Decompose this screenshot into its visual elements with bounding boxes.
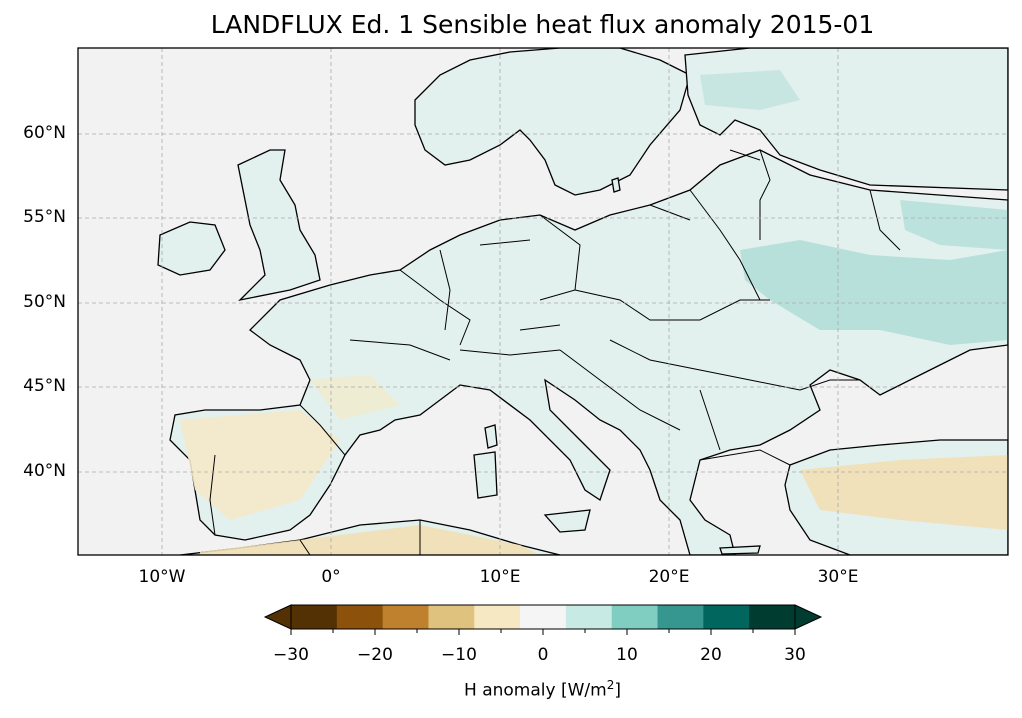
lon-tick-label: 0° [321, 567, 341, 587]
map-frame [77, 47, 1009, 556]
colorbar-segment [428, 605, 475, 629]
lat-tick-label: 50°N [23, 292, 66, 312]
country-borders [209, 149, 901, 555]
land-scandinavia [414, 48, 691, 196]
lon-tick-label: 30°E [817, 567, 859, 587]
colorbar-tick-label: 10 [616, 645, 638, 665]
anomaly-patch-spain [180, 410, 340, 520]
anomaly-patches [180, 70, 1008, 555]
gridlines [78, 48, 1008, 555]
anomaly-patch-finland [700, 70, 800, 110]
colorbar-label-prefix: H anomaly [W/m [464, 680, 607, 701]
land-corsica [484, 424, 498, 449]
land-sardinia [473, 451, 498, 499]
colorbar-tick-label: −20 [357, 645, 393, 665]
colorbar-tick-label: −30 [273, 645, 309, 665]
colorbar-label-suffix: ] [614, 680, 621, 701]
colorbar-segment [336, 605, 384, 629]
colorbar-segment [611, 605, 659, 629]
colorbar-segment [520, 605, 567, 629]
colorbar-extend-min [263, 604, 292, 630]
lat-tick-label: 45°N [23, 376, 66, 396]
anomaly-patch-east [740, 240, 1008, 345]
colorbar-segment [657, 605, 704, 629]
anomaly-patch-turkey [800, 455, 1008, 530]
colorbar-tick-label: −10 [441, 645, 477, 665]
colorbar-segment [474, 605, 521, 629]
lon-tick-label: 20°E [648, 567, 690, 587]
colorbar-segment [749, 605, 796, 629]
colorbar-tick-label: 0 [537, 645, 549, 665]
land-sicily [543, 509, 591, 533]
colorbar-segment [565, 605, 613, 629]
map-title: LANDFLUX Ed. 1 Sensible heat flux anomal… [210, 10, 875, 39]
colorbar-label-sup: 2 [606, 678, 615, 692]
lat-tick-label: 55°N [23, 207, 66, 227]
land-great-britain [237, 149, 321, 302]
lon-tick-label: 10°W [138, 567, 186, 587]
lat-tick-label: 40°N [23, 461, 66, 481]
colorbar-label: H anomaly [W/m2] [0, 678, 1022, 701]
anomaly-patch-africa [200, 525, 540, 555]
anomaly-patch-russia [900, 200, 1008, 250]
colorbar-segment [291, 605, 338, 629]
lat-tick-label: 60°N [23, 123, 66, 143]
colorbar [263, 604, 823, 635]
anomaly-patch-france [310, 375, 400, 420]
colorbar-tick-label: 30 [784, 645, 806, 665]
land-gotland [611, 177, 621, 193]
colorbar-extend-max [794, 604, 823, 630]
lon-tick-label: 10°E [479, 567, 521, 587]
colorbar-tick-label: 20 [700, 645, 722, 665]
colorbar-segment [703, 605, 750, 629]
land-crete [719, 545, 761, 555]
colorbar-segment [382, 605, 429, 629]
